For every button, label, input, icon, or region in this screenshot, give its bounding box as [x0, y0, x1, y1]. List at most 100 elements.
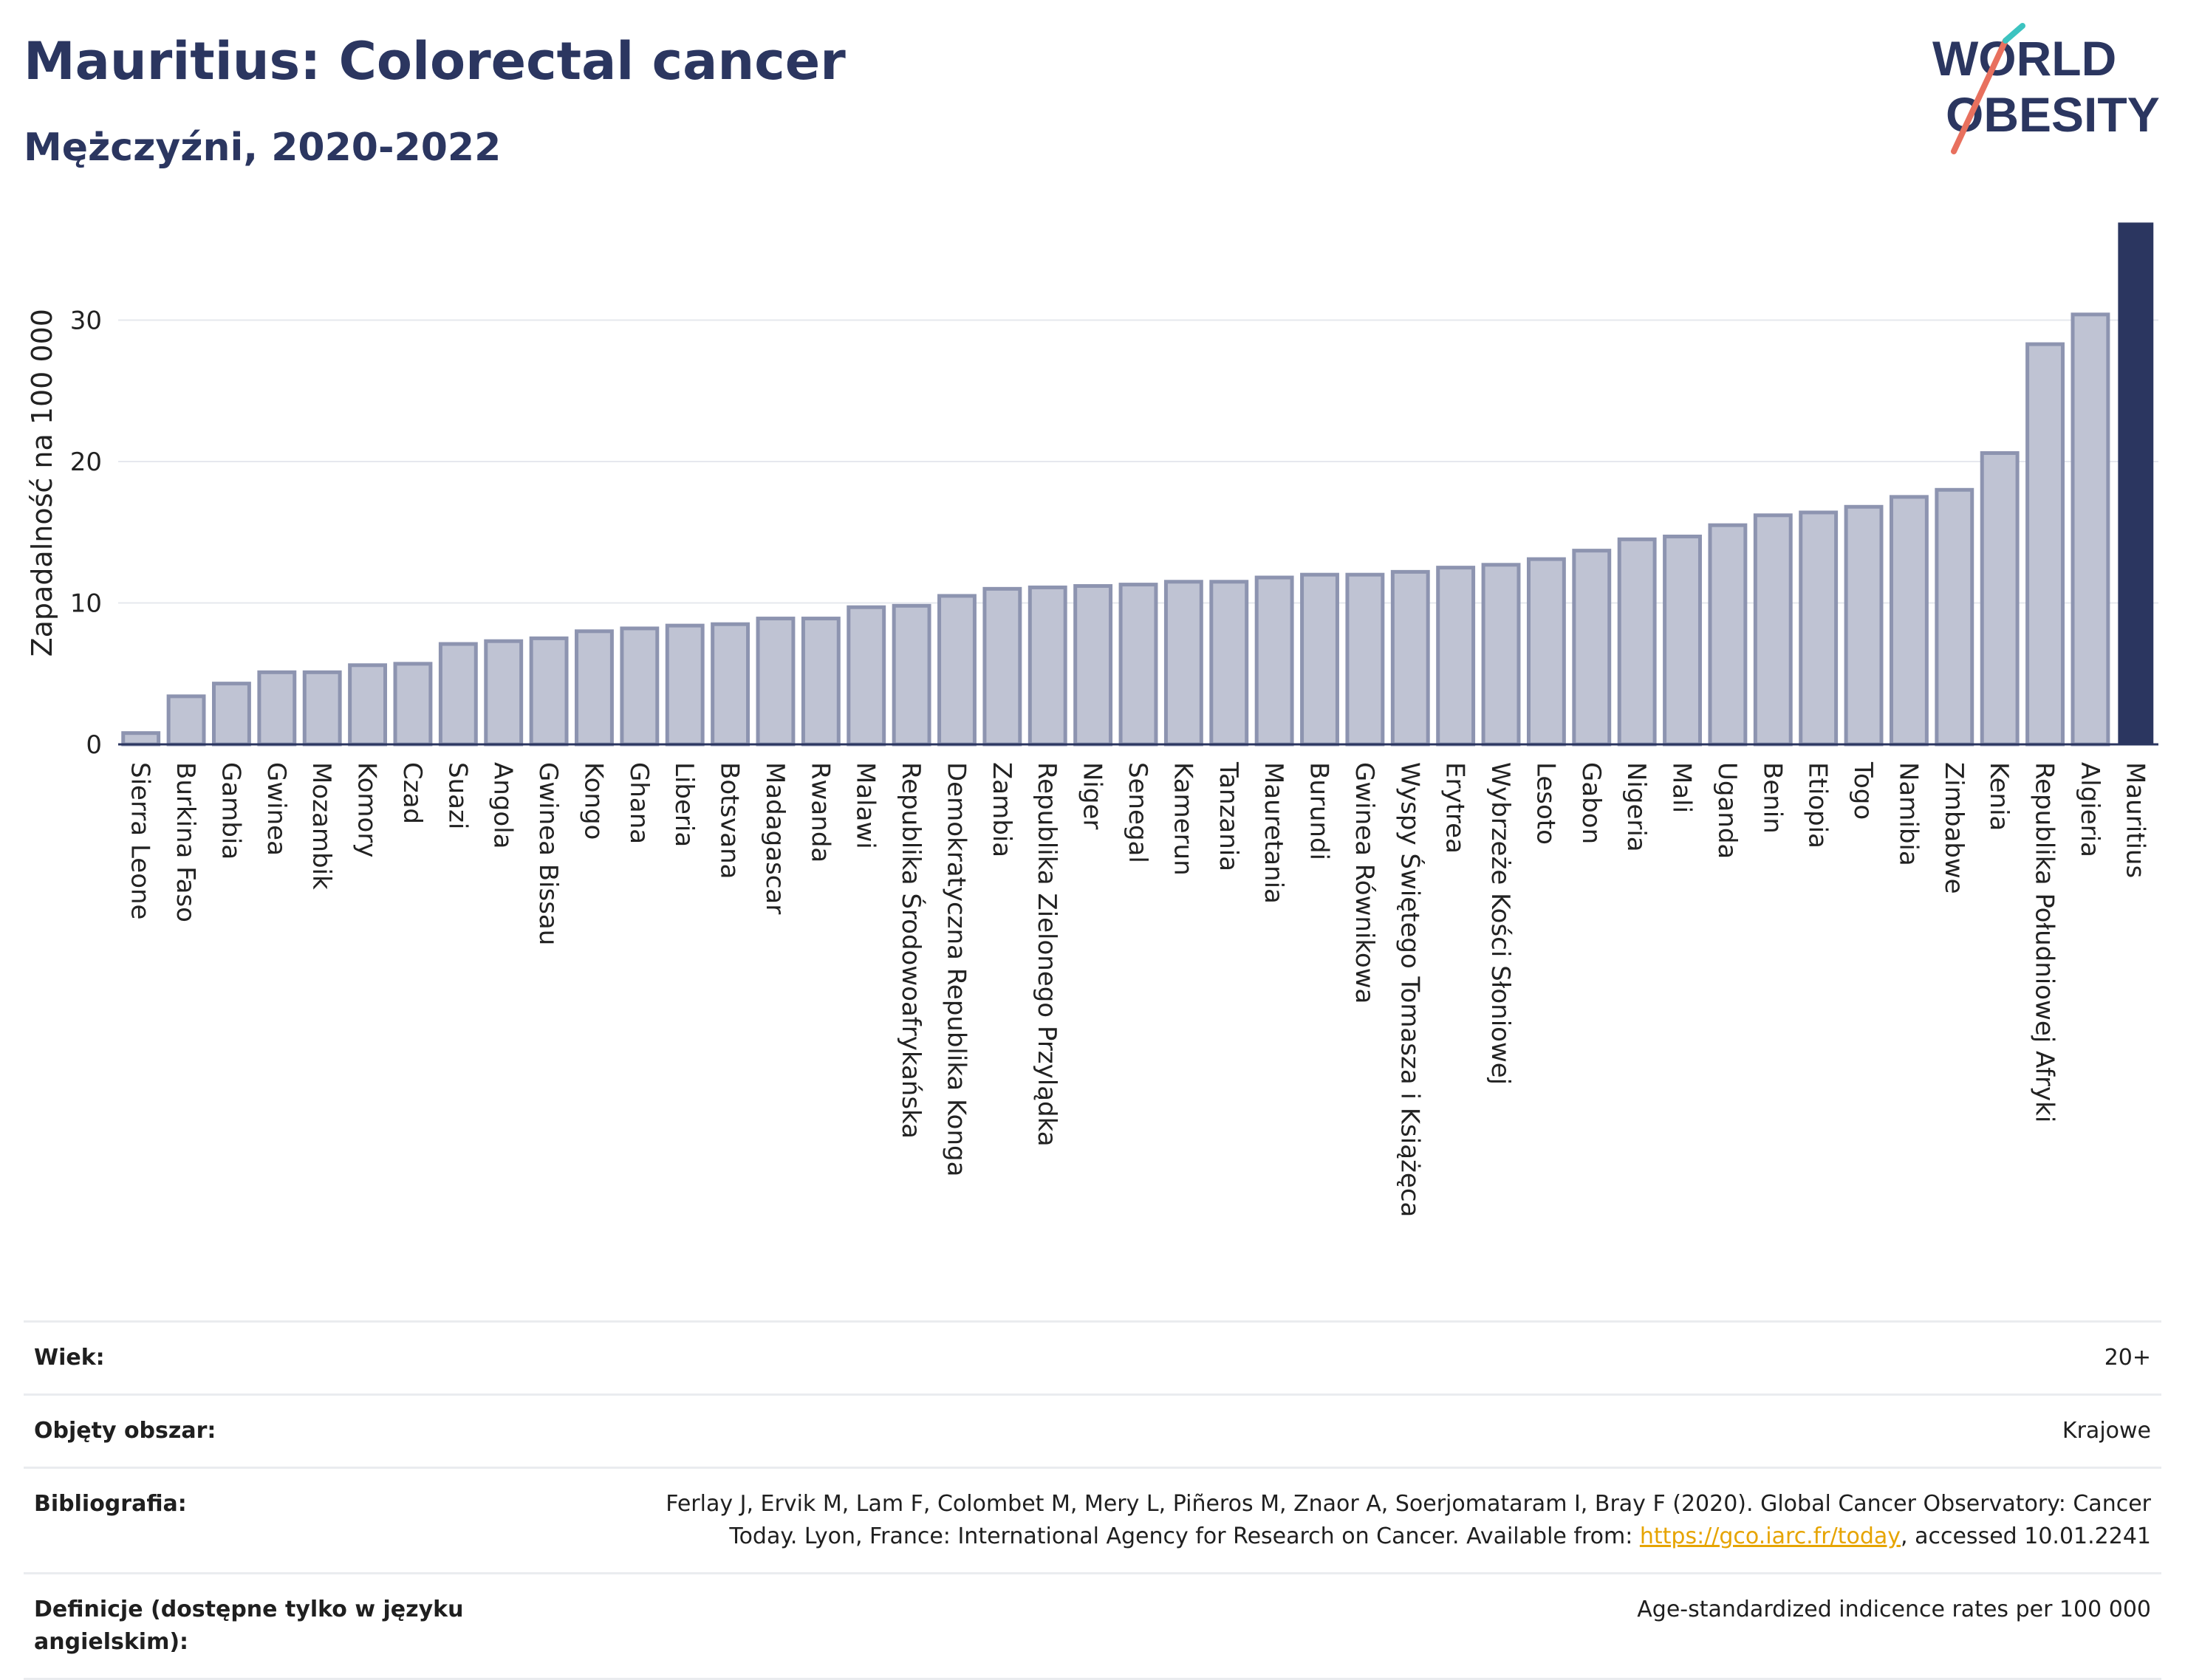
meta-label-area: Objęty obszar:: [34, 1418, 216, 1444]
meta-label-definitions: Definicje (dostępne tylko w języku angie…: [34, 1597, 464, 1655]
bar: [393, 662, 433, 747]
y-axis-title: Zapadalność na 100 000: [26, 309, 58, 656]
x-tick-label: Malawi: [851, 762, 881, 849]
y-tick-label: 20: [70, 448, 102, 477]
bar: [1390, 569, 1430, 747]
x-tick-label: Mozambik: [307, 762, 336, 890]
logo-slash-red: [1951, 38, 2008, 154]
x-tick-label: Kamerun: [1168, 762, 1197, 876]
x-tick-label: Gwinea Równikowa: [1350, 762, 1379, 1004]
bar: [1753, 513, 1793, 747]
bar: [212, 682, 251, 747]
bar: [1163, 580, 1203, 747]
bar: [1980, 451, 2020, 747]
x-tick-label: Burkina Faso: [171, 762, 200, 922]
bibliography-accessed: , accessed 10.01.2241: [1901, 1523, 2151, 1549]
bar: [1799, 510, 1839, 747]
logo-line1: WORLD: [1932, 31, 2116, 86]
meta-row-definitions: Definicje (dostępne tylko w języku angie…: [24, 1572, 2161, 1680]
bar: [2025, 342, 2065, 747]
x-tick-label: Uganda: [1712, 762, 1742, 859]
bar: [1708, 523, 1748, 747]
x-tick-label: Zambia: [987, 762, 1016, 857]
x-tick-label: Liberia: [669, 762, 699, 847]
bar: [1481, 563, 1521, 747]
bar: [665, 623, 705, 747]
x-tick-label: Niger: [1078, 762, 1107, 829]
chart-title: Mauritius: Colorectal cancer: [24, 31, 846, 92]
bar: [1889, 495, 1929, 747]
bar-chart: 0 10 20 30 Zapadalność na 100 000 Sierra Leon…: [26, 222, 2158, 1217]
bibliography-link[interactable]: https://gco.iarc.fr/today: [1639, 1523, 1901, 1549]
x-tick-label: Madagascar: [760, 762, 790, 914]
logo-slash-teal: [2003, 23, 2025, 44]
x-tick-label: Republika Środowoafrykańska: [896, 762, 926, 1139]
x-tick-label: Czad: [397, 762, 427, 824]
x-tick-label: Mauretania: [1259, 762, 1288, 904]
bar: [1027, 585, 1067, 747]
x-tick-label: Republika Południowej Afryki: [2030, 762, 2059, 1122]
x-tick-label: Namibia: [1893, 762, 1923, 866]
x-tick-label: Mali: [1667, 762, 1697, 813]
y-tick-label: 0: [86, 730, 102, 760]
x-tick-label: Republika Zielonego Przylądka: [1032, 762, 1061, 1147]
x-tick-label: Angola: [488, 762, 518, 848]
y-tick-label: 10: [70, 589, 102, 619]
meta-value-definitions: Age-standardized indicence rates per 100…: [1637, 1597, 2151, 1622]
x-tick-label: Nigeria: [1621, 762, 1651, 852]
bibliography-line2: Today. Lyon, France: International Agenc…: [729, 1523, 1640, 1549]
bar: [1300, 572, 1339, 747]
x-tick-label: Wyspy Świętego Tomasza i Książęca: [1395, 762, 1425, 1217]
bar: [302, 670, 342, 747]
bar: [1935, 487, 1974, 747]
x-tick-label: Erytrea: [1440, 762, 1470, 854]
x-tick-label: Benin: [1757, 762, 1787, 834]
x-tick-label: Demokratyczna Republika Konga: [941, 762, 971, 1176]
bar: [2071, 312, 2110, 747]
bar: [1526, 557, 1566, 747]
x-tick-label: Suazi: [442, 762, 472, 829]
metadata-table: Wiek: 20+ Objęty obszar: Krajowe Bibliog…: [24, 1320, 2161, 1680]
bar: [1254, 575, 1294, 747]
bar: [1345, 572, 1385, 747]
bar: [1572, 549, 1612, 747]
x-tick-label: Gambia: [216, 762, 245, 860]
x-tick-label: Togo: [1848, 761, 1878, 820]
meta-label-bibliography: Bibliografia:: [34, 1491, 187, 1517]
x-tick-label: Kongo: [578, 762, 608, 840]
bar: [892, 603, 931, 747]
x-tick-label: Komory: [352, 762, 382, 857]
bar: [801, 617, 841, 747]
x-tick-label: Lesoto: [1531, 762, 1560, 845]
x-tick-label: Etiopia: [1803, 762, 1833, 848]
chart-subtitle: Mężczyźni, 2020-2022: [24, 126, 502, 170]
meta-label-age: Wiek:: [34, 1345, 105, 1371]
bar: [982, 586, 1022, 747]
x-tick-label: Sierra Leone: [126, 762, 155, 919]
bar: [166, 694, 206, 747]
x-tick-label: Mauritius: [2120, 762, 2150, 878]
bar: [847, 605, 886, 747]
bibliography-line1: Ferlay J, Ervik M, Lam F, Colombet M, Me…: [666, 1491, 2151, 1517]
x-tick-label: Ghana: [624, 762, 654, 844]
bar: [121, 731, 161, 747]
bar: [756, 617, 796, 747]
bar: [1436, 566, 1476, 747]
bar: [937, 594, 977, 747]
bar: [1209, 580, 1249, 747]
meta-row-age: Wiek: 20+: [24, 1320, 2161, 1393]
bar: [575, 629, 614, 747]
bar: [1073, 584, 1113, 747]
x-tick-label: Gabon: [1576, 762, 1606, 844]
y-tick-label: 30: [70, 306, 102, 336]
meta-value-age: 20+: [2104, 1345, 2151, 1371]
x-tick-label: Senegal: [1123, 762, 1152, 863]
bar: [438, 642, 478, 747]
x-tick-label: Botsvana: [715, 762, 745, 880]
x-tick-label: Wybrzeże Kości Słoniowej: [1485, 762, 1515, 1085]
bar: [2118, 222, 2154, 744]
x-tick-label: Algieria: [2075, 762, 2104, 857]
x-tick-label: Gwinea: [261, 762, 291, 856]
bar: [1118, 583, 1158, 747]
meta-row-area: Objęty obszar: Krajowe: [24, 1393, 2161, 1467]
